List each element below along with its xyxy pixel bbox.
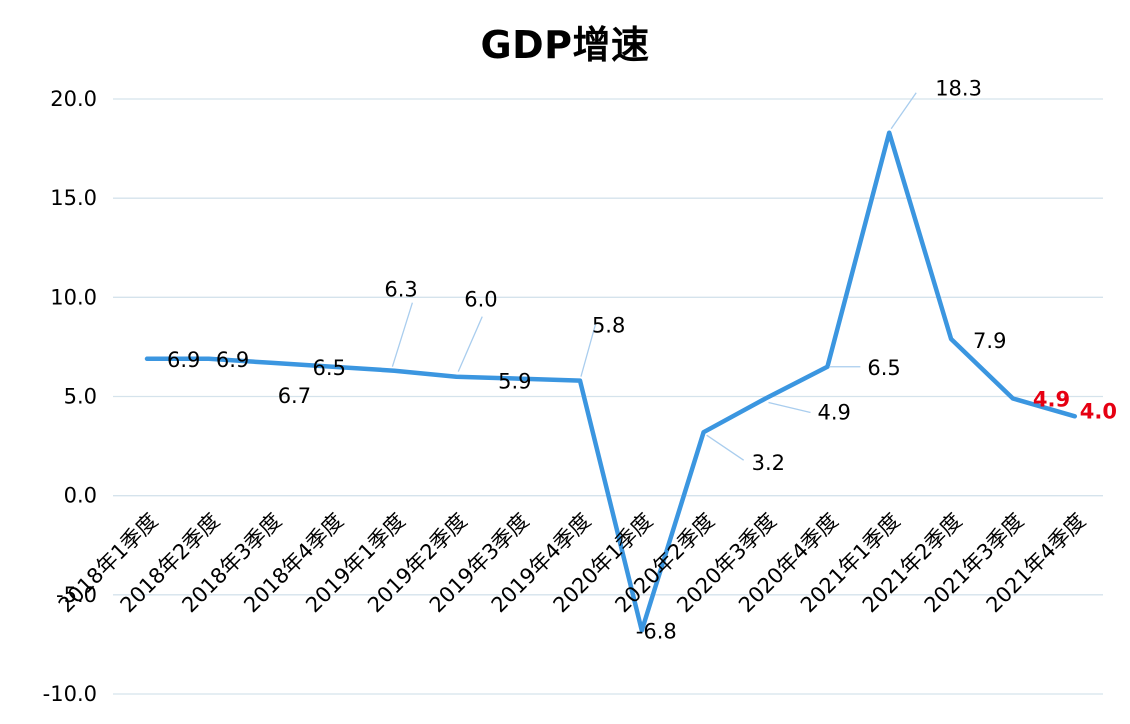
data-label: 4.9 (818, 400, 851, 424)
data-label: 6.7 (278, 384, 311, 408)
y-tick-label: 20.0 (50, 87, 97, 111)
x-axis-ticks: 2018年1季度2018年2季度2018年3季度2018年4季度2019年1季度… (54, 509, 1091, 618)
data-label: 6.5 (313, 356, 346, 380)
y-tick-label: -5.0 (56, 583, 97, 607)
leader-line (580, 322, 597, 377)
chart-title: GDP增速 (480, 23, 650, 67)
data-labels: 6.9 6.96.76.56.3 6.05.95.8-6.83.24.96.518.… (167, 77, 1117, 644)
y-axis-ticks: 20.0 15.0 10.0 5.0 0.0 -5.0 -10.0 (43, 87, 97, 706)
data-label: 4.0 (1080, 399, 1117, 423)
data-label: 4.9 (1033, 387, 1070, 411)
data-label: 6.3 (384, 278, 417, 302)
data-label: 6.5 (867, 356, 900, 380)
data-label: 5.9 (498, 370, 531, 394)
data-label: 18.3 (935, 77, 982, 101)
data-label: 6.9 (167, 348, 200, 372)
series-line (144, 130, 1078, 633)
data-label: 6.0 (464, 288, 497, 312)
gridlines (113, 98, 1103, 695)
y-tick-label: 10.0 (50, 285, 97, 309)
leader-line (457, 316, 483, 372)
leader-line (890, 92, 917, 130)
data-label: 3.2 (752, 451, 785, 475)
y-tick-label: -10.0 (43, 682, 97, 706)
data-label: 5.8 (592, 314, 625, 338)
leader-line (768, 401, 811, 414)
y-tick-label: 0.0 (64, 484, 97, 508)
leader-line (706, 434, 745, 461)
data-label: -6.8 (636, 620, 677, 644)
data-label: 6.9 (216, 348, 249, 372)
data-label: 7.9 (973, 329, 1006, 353)
y-tick-label: 15.0 (50, 186, 97, 210)
y-tick-label: 5.0 (64, 385, 97, 409)
series-layer (144, 130, 1078, 633)
leader-line (391, 302, 414, 367)
leader-lines (391, 92, 917, 461)
